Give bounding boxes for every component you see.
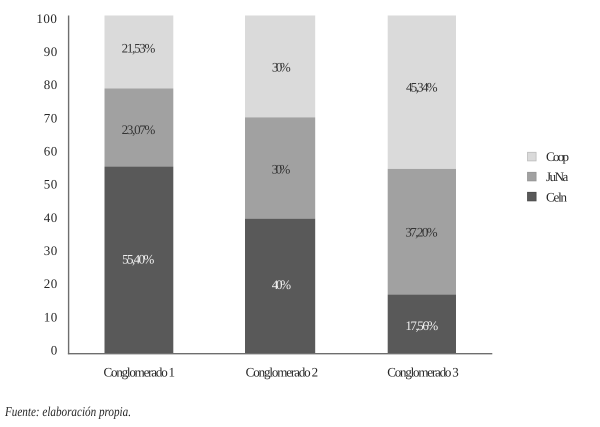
svg-text:100: 100 bbox=[36, 11, 57, 26]
svg-text:30%: 30% bbox=[272, 161, 291, 176]
svg-text:90: 90 bbox=[44, 44, 57, 59]
svg-text:30: 30 bbox=[44, 243, 57, 258]
svg-text:37,20%: 37,20% bbox=[405, 224, 437, 239]
svg-text:21,53%: 21,53% bbox=[122, 41, 156, 56]
svg-text:0: 0 bbox=[51, 343, 58, 358]
svg-text:Fuente: elaboración propia.: Fuente: elaboración propia. bbox=[4, 404, 131, 419]
svg-text:Conglomerado 2: Conglomerado 2 bbox=[246, 364, 319, 379]
svg-text:Coop: Coop bbox=[546, 149, 569, 164]
svg-text:50: 50 bbox=[44, 177, 57, 192]
svg-text:45,34%: 45,34% bbox=[406, 79, 438, 94]
svg-text:JuNa: JuNa bbox=[546, 169, 569, 184]
svg-text:30%: 30% bbox=[272, 60, 291, 75]
svg-text:20: 20 bbox=[44, 276, 57, 291]
svg-text:Conglomerado 3: Conglomerado 3 bbox=[387, 364, 459, 379]
svg-text:Celn: Celn bbox=[546, 190, 568, 205]
svg-text:55,40%: 55,40% bbox=[122, 251, 154, 266]
svg-text:23,07%: 23,07% bbox=[122, 122, 156, 137]
svg-text:Conglomerado 1: Conglomerado 1 bbox=[104, 364, 176, 379]
svg-text:10: 10 bbox=[44, 309, 57, 324]
svg-text:70: 70 bbox=[44, 110, 57, 125]
svg-text:40: 40 bbox=[44, 210, 57, 225]
svg-text:17,56%: 17,56% bbox=[405, 318, 438, 333]
svg-text:60: 60 bbox=[44, 144, 57, 159]
svg-text:40%: 40% bbox=[272, 277, 292, 292]
svg-text:80: 80 bbox=[44, 77, 57, 92]
